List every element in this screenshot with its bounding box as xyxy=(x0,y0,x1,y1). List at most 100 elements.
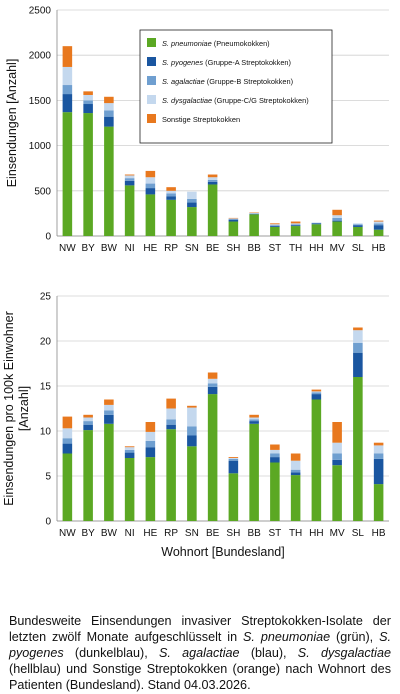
bar-segment-pyogenes-nw xyxy=(63,94,73,112)
bar-segment-pneumoniae-bb xyxy=(249,424,259,521)
y-tick-label: 0 xyxy=(45,232,51,243)
x-tick-label: NI xyxy=(125,243,135,254)
x-tick-label: TH xyxy=(289,528,302,539)
bar-segment-pyogenes-st xyxy=(270,457,280,462)
x-tick-label: BY xyxy=(81,528,95,539)
bar-segment-dysgalactiae-be xyxy=(208,379,218,384)
bar-segment-agalactiae-nw xyxy=(63,438,73,443)
bar-segment-pyogenes-by xyxy=(83,104,93,113)
bar-segment-dysgalactiae-by xyxy=(83,418,93,422)
bar-segment-agalactiae-he xyxy=(146,441,156,447)
bar-segment-pneumoniae-hh xyxy=(312,400,322,522)
bar-segment-pneumoniae-sn xyxy=(187,446,197,521)
bar-segment-sonstige-bw xyxy=(104,400,114,405)
bar-segment-pyogenes-hh xyxy=(312,223,322,224)
bar-segment-pyogenes-by xyxy=(83,425,93,430)
x-tick-label: HB xyxy=(372,528,386,539)
bar-segment-pneumoniae-th xyxy=(291,226,301,236)
bar-segment-pneumoniae-th xyxy=(291,475,301,521)
x-tick-label: RP xyxy=(164,243,178,254)
bar-segment-agalactiae-sh xyxy=(229,219,239,220)
bar-segment-pyogenes-rp xyxy=(166,196,176,200)
legend-swatch-pneumoniae xyxy=(147,38,156,47)
y-tick-label: 5 xyxy=(45,472,51,483)
bar-segment-pneumoniae-sl xyxy=(353,377,363,521)
bar-segment-pyogenes-hb xyxy=(374,459,384,484)
bar-segment-dysgalactiae-ni xyxy=(125,175,135,178)
bar-segment-pyogenes-st xyxy=(270,226,280,227)
bar-segment-agalactiae-ni xyxy=(125,178,135,181)
bar-segment-dysgalactiae-by xyxy=(83,95,93,100)
x-tick-label: SN xyxy=(185,528,199,539)
x-tick-label: HB xyxy=(372,243,386,254)
bar-segment-pneumoniae-by xyxy=(83,113,93,236)
x-tick-label: HH xyxy=(309,528,323,539)
bar-segment-dysgalactiae-st xyxy=(270,450,280,454)
y-tick-label: 25 xyxy=(40,292,52,303)
bar-segment-sonstige-st xyxy=(270,223,280,224)
x-axis-label: Wohnort [Bundesland] xyxy=(161,545,284,559)
bar-segment-dysgalactiae-sl xyxy=(353,223,363,224)
bar-segment-sonstige-he xyxy=(146,422,156,432)
figure-caption: Bundesweite Einsendungen invasiver Strep… xyxy=(9,613,391,694)
bar-segment-dysgalactiae-nw xyxy=(63,428,73,438)
legend-swatch-dysgalactiae xyxy=(147,95,156,104)
bar-segment-pyogenes-he xyxy=(146,188,156,194)
bar-segment-sonstige-bw xyxy=(104,97,114,103)
bar-segment-sonstige-bb xyxy=(249,415,259,418)
bar-segment-agalactiae-bw xyxy=(104,410,114,415)
bar-segment-pyogenes-ni xyxy=(125,181,135,186)
x-tick-label: SL xyxy=(352,528,365,539)
legend-entry-sonstige: Sonstige Streptokokken xyxy=(162,115,240,124)
x-tick-label: SH xyxy=(226,528,240,539)
x-tick-label: HE xyxy=(143,528,157,539)
y-axis-label: [Anzahl] xyxy=(17,386,31,431)
bar-segment-sonstige-by xyxy=(83,91,93,95)
bar-segment-agalactiae-rp xyxy=(166,194,176,197)
bar-segment-agalactiae-by xyxy=(83,100,93,104)
bar-segment-dysgalactiae-th xyxy=(291,223,301,224)
caption-text-5: (hellblau) und Sonstige Streptokokken (o… xyxy=(9,662,391,692)
x-tick-label: BB xyxy=(247,243,261,254)
bar-segment-pneumoniae-st xyxy=(270,227,280,236)
bar-segment-dysgalactiae-sl xyxy=(353,330,363,343)
bar-segment-sonstige-th xyxy=(291,454,301,461)
bar-segment-agalactiae-mv xyxy=(332,454,342,460)
bar-segment-pyogenes-sn xyxy=(187,203,197,208)
bar-segment-dysgalactiae-he xyxy=(146,432,156,441)
y-tick-label: 2000 xyxy=(29,51,52,62)
bar-segment-dysgalactiae-ni xyxy=(125,447,135,450)
bar-segment-sonstige-be xyxy=(208,175,218,178)
bar-segment-agalactiae-nw xyxy=(63,85,73,94)
bar-segment-pneumoniae-hh xyxy=(312,224,322,236)
bar-segment-sonstige-ni xyxy=(125,175,135,176)
caption-text-2: (grün), xyxy=(330,630,379,644)
x-tick-label: SL xyxy=(352,243,365,254)
bar-segment-pyogenes-bw xyxy=(104,415,114,424)
x-tick-label: ST xyxy=(268,243,281,254)
bar-segment-dysgalactiae-nw xyxy=(63,67,73,85)
bar-segment-pneumoniae-ni xyxy=(125,458,135,521)
bar-segment-sonstige-hh xyxy=(312,390,322,392)
x-tick-label: TH xyxy=(289,243,302,254)
bar-segment-agalactiae-th xyxy=(291,224,301,225)
bar-segment-sonstige-nw xyxy=(63,417,73,429)
bar-segment-pneumoniae-hb xyxy=(374,484,384,521)
legend-entry-dysgalactiae: S. dysgalactiae (Gruppe-C/G Streptokokke… xyxy=(162,96,309,105)
x-tick-label: SN xyxy=(185,243,199,254)
bar-segment-dysgalactiae-th xyxy=(291,461,301,470)
bar-segment-agalactiae-sl xyxy=(353,224,363,225)
caption-species-agalactiae: S. agalactiae xyxy=(159,646,240,660)
bar-segment-agalactiae-sh xyxy=(229,459,239,461)
bar-segment-pyogenes-sn xyxy=(187,436,197,447)
bar-segment-pneumoniae-he xyxy=(146,194,156,236)
x-tick-label: RP xyxy=(164,528,178,539)
bar-segment-pyogenes-hb xyxy=(374,225,384,230)
bar-segment-pneumoniae-by xyxy=(83,430,93,521)
bar-segment-agalactiae-st xyxy=(270,225,280,226)
bar-segment-agalactiae-he xyxy=(146,184,156,189)
y-axis-label: Einsendungen [Anzahl] xyxy=(5,59,19,188)
legend-entry-pyogenes: S. pyogenes (Gruppe-A Streptokokken) xyxy=(162,58,291,67)
